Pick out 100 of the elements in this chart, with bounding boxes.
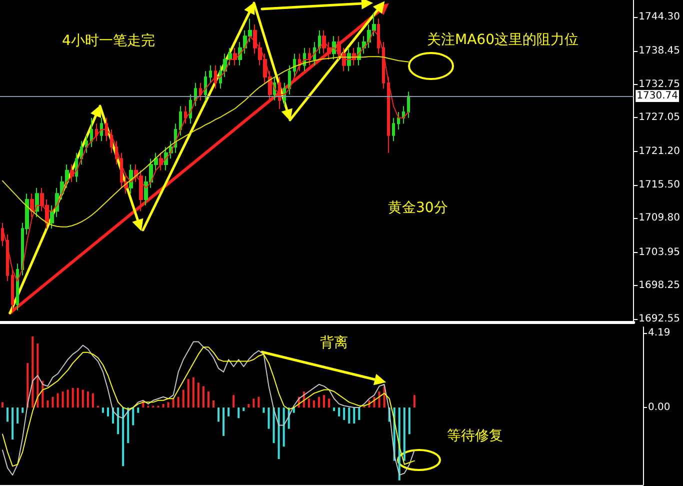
candlestick [308, 47, 311, 66]
candlestick [199, 82, 202, 101]
bar [46, 400, 49, 408]
bar [348, 408, 350, 424]
candlestick [70, 164, 74, 182]
bar [66, 390, 69, 408]
candlestick [16, 263, 19, 311]
bar [398, 408, 400, 480]
bar [162, 404, 164, 408]
y-tick-label: 1738.45 [638, 46, 680, 57]
bar [218, 408, 220, 422]
bar [318, 396, 320, 408]
candlestick [184, 106, 187, 124]
annotation: 等待修复 [447, 428, 503, 444]
y-tick-label: 1703.95 [638, 246, 680, 258]
bar [232, 395, 235, 408]
bar [248, 404, 250, 408]
candlestick [189, 94, 192, 124]
candlestick [214, 64, 217, 90]
candlestick [115, 140, 118, 165]
bar [292, 408, 295, 413]
annotation: 背离 [320, 335, 348, 351]
bar [358, 408, 360, 420]
bar [353, 408, 356, 424]
bar [212, 400, 214, 408]
bar [242, 408, 245, 412]
candlestick [80, 140, 83, 165]
bar [328, 398, 330, 408]
bar [137, 408, 140, 413]
bar [333, 408, 336, 412]
bar [312, 400, 315, 408]
candlestick [387, 76, 390, 154]
bar [192, 377, 194, 408]
bar [172, 398, 174, 408]
bar [272, 408, 275, 444]
bar [308, 398, 310, 408]
bar [228, 408, 230, 416]
y-tick-label: 1709.80 [638, 212, 680, 224]
candlestick [105, 117, 108, 142]
y-tick-label: 1744.30 [638, 11, 680, 22]
bar [16, 408, 19, 424]
candlestick [204, 70, 207, 101]
y-tick-label: 1715.50 [638, 179, 680, 190]
bar [132, 408, 134, 426]
bar [86, 392, 89, 408]
candlestick [30, 193, 34, 218]
candlestick [278, 76, 281, 110]
candlestick [110, 129, 113, 154]
candlestick [293, 53, 296, 78]
bar [408, 408, 410, 434]
candlestick [313, 42, 316, 66]
candlestick [75, 152, 78, 182]
candlestick [407, 91, 410, 118]
bar [282, 408, 285, 447]
bar [6, 408, 9, 422]
bar [127, 408, 130, 444]
y-tick-label: 0.00 [648, 402, 670, 414]
bar [36, 344, 39, 408]
bar [338, 408, 340, 416]
candlestick [233, 47, 237, 66]
bar [22, 408, 24, 413]
candlestick [35, 187, 39, 218]
bar [52, 396, 54, 408]
bar [262, 408, 265, 413]
bar [62, 392, 64, 408]
candlestick [332, 36, 336, 60]
bar [413, 395, 416, 408]
y-tick-label: 1692.55 [638, 313, 680, 324]
candlestick [159, 152, 163, 171]
candlestick [209, 64, 212, 84]
bar [117, 408, 120, 434]
y-tick-label: 1698.25 [638, 280, 680, 292]
y-tick-label: 1721.20 [638, 146, 680, 158]
candlestick [298, 53, 301, 72]
bar [197, 382, 200, 408]
bar [122, 408, 124, 466]
bar [343, 408, 346, 420]
candlestick [100, 117, 103, 142]
annotation: 关注MA60这里的阻力位 [427, 32, 578, 48]
bar [222, 408, 225, 436]
bar [187, 379, 190, 408]
candlestick [402, 106, 405, 124]
candlestick [318, 30, 321, 54]
bar [268, 408, 270, 429]
bar [323, 395, 326, 408]
bar [72, 388, 74, 408]
bar [202, 386, 204, 408]
bar [56, 393, 59, 408]
bar [82, 390, 84, 408]
candlestick [95, 123, 98, 142]
annotation: 黄金30分 [388, 200, 448, 216]
bar [32, 336, 34, 408]
candlestick [397, 112, 400, 130]
bar [177, 396, 180, 408]
candlestick [288, 64, 291, 95]
bar [182, 390, 184, 408]
bar [107, 408, 110, 416]
bar [238, 408, 240, 418]
y-tick-label: 1732.75 [638, 78, 680, 90]
bar [378, 392, 380, 408]
